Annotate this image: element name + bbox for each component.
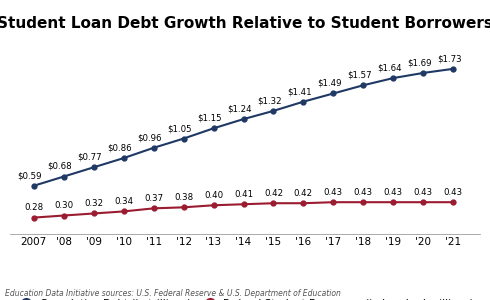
Text: Education Data Initiative sources: U.S. Federal Reserve & U.S. Department of Edu: Education Data Initiative sources: U.S. … xyxy=(5,290,341,298)
Text: 0.42: 0.42 xyxy=(264,189,283,198)
Text: 0.40: 0.40 xyxy=(204,191,223,200)
Text: $1.32: $1.32 xyxy=(257,96,282,105)
Text: $0.77: $0.77 xyxy=(77,153,102,162)
Text: 0.28: 0.28 xyxy=(24,203,43,212)
Text: 0.43: 0.43 xyxy=(384,188,403,196)
Text: $1.64: $1.64 xyxy=(377,64,401,73)
Text: $0.59: $0.59 xyxy=(17,171,42,180)
Text: $1.24: $1.24 xyxy=(227,104,252,113)
Text: $0.86: $0.86 xyxy=(107,143,132,152)
Text: $1.41: $1.41 xyxy=(287,87,312,96)
Text: $1.73: $1.73 xyxy=(437,54,462,63)
Text: 0.42: 0.42 xyxy=(294,189,313,198)
Text: $1.49: $1.49 xyxy=(317,79,342,88)
Text: 0.41: 0.41 xyxy=(234,190,253,199)
Text: $0.96: $0.96 xyxy=(137,133,162,142)
Text: 0.43: 0.43 xyxy=(414,188,433,196)
Text: 0.32: 0.32 xyxy=(84,199,103,208)
Text: $1.69: $1.69 xyxy=(407,58,431,68)
Text: 0.43: 0.43 xyxy=(354,188,373,196)
Text: $0.68: $0.68 xyxy=(47,162,72,171)
Text: $1.15: $1.15 xyxy=(197,114,221,123)
Text: 0.43: 0.43 xyxy=(324,188,343,196)
Text: $1.57: $1.57 xyxy=(347,71,371,80)
Text: 0.30: 0.30 xyxy=(54,201,74,210)
Title: Student Loan Debt Growth Relative to Student Borrowers: Student Loan Debt Growth Relative to Stu… xyxy=(0,16,490,31)
Text: $1.05: $1.05 xyxy=(167,124,192,133)
Text: 0.34: 0.34 xyxy=(114,197,133,206)
Text: 0.37: 0.37 xyxy=(144,194,163,203)
Text: 0.38: 0.38 xyxy=(174,193,193,202)
Text: 0.43: 0.43 xyxy=(443,188,463,196)
Legend: Cumulative Debt (in trillions), Federal Student Borrowers (in hundred millions): Cumulative Debt (in trillions), Federal … xyxy=(12,295,478,300)
